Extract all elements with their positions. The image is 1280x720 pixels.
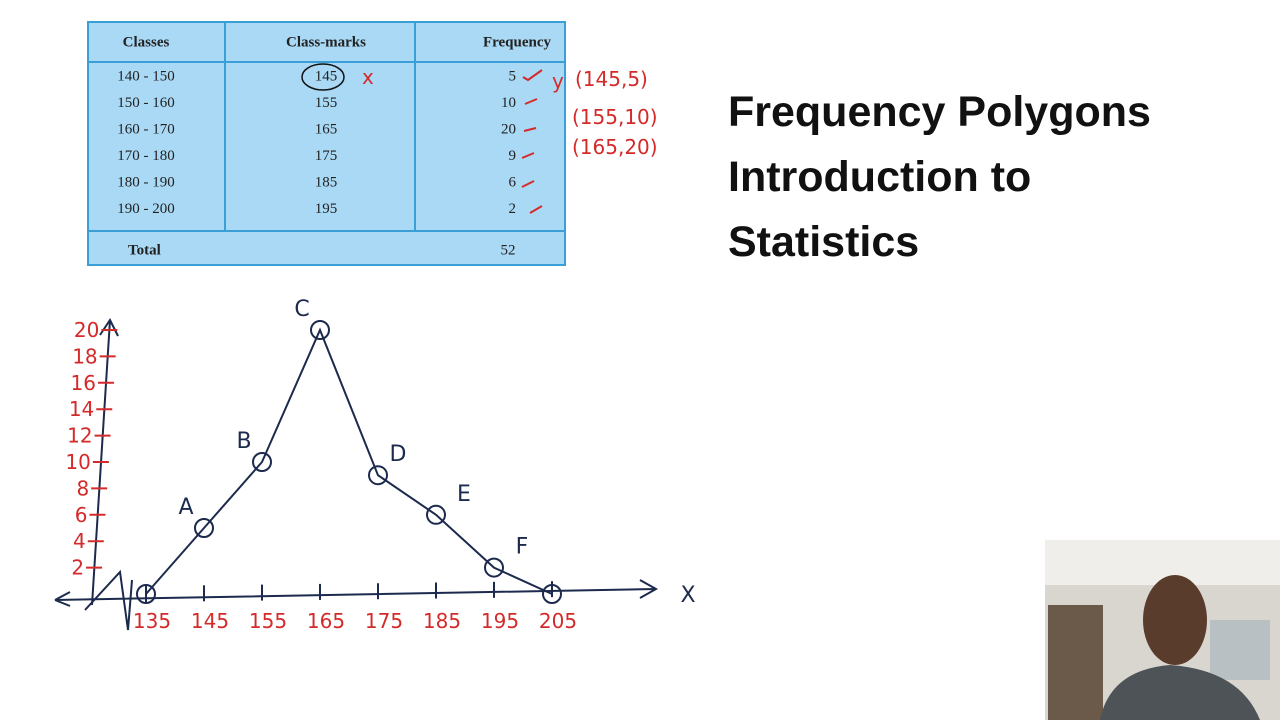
annotation: (165,20): [572, 135, 658, 159]
cell: 185: [315, 174, 338, 190]
x-tick-label: 195: [481, 609, 519, 633]
cell: 190 - 200: [117, 201, 175, 217]
x-tick-label: 135: [133, 609, 171, 633]
circle-mark: [301, 63, 345, 91]
point: [426, 504, 446, 525]
cell: 180 - 190: [117, 174, 175, 190]
header: Classes: [123, 34, 170, 50]
annotation: y: [552, 69, 564, 93]
cell: 140 - 150: [117, 68, 175, 84]
x-axis-label: X: [680, 583, 695, 608]
table: Classes Class-marks Frequency Total 52 1…: [87, 21, 566, 266]
x-tick-label: 155: [249, 609, 287, 633]
cell: 145: [315, 68, 338, 84]
y-tick-label: 14: [69, 397, 94, 421]
total-value: 52: [501, 242, 516, 258]
axes: [54, 318, 659, 631]
cell: 175: [315, 148, 338, 164]
cell: 2: [509, 201, 517, 217]
cell: 6: [509, 174, 517, 190]
point: [252, 452, 272, 472]
y-tick-label: 4: [73, 529, 86, 553]
header: Class-marks: [286, 34, 366, 50]
y-tick-label: 10: [65, 450, 90, 474]
point: [542, 584, 562, 604]
checkmarks: [521, 69, 543, 214]
header: Frequency: [483, 34, 552, 50]
point-label: A: [178, 495, 193, 520]
y-tick-label: 18: [72, 344, 97, 368]
shirt: [1100, 665, 1260, 720]
title: Statistics: [728, 218, 919, 266]
x-tick-label: 205: [539, 609, 577, 633]
total-label: Total: [128, 242, 161, 258]
x-tick-label: 165: [307, 609, 345, 633]
x-tick-label: 175: [365, 609, 403, 633]
title: Introduction to: [728, 153, 1031, 201]
point-label: F: [516, 535, 529, 560]
point-label: D: [390, 442, 407, 467]
cell: 155: [315, 95, 338, 111]
y-tick-label: 16: [71, 371, 96, 395]
point: [368, 465, 388, 486]
cell: 9: [509, 148, 517, 164]
head: [1143, 575, 1207, 665]
point-label: C: [294, 297, 309, 322]
bookshelf: [1048, 605, 1103, 720]
window: [1210, 620, 1270, 680]
y-tick-label: 6: [75, 503, 88, 527]
annotation: (155,10): [572, 105, 658, 129]
point: [310, 320, 330, 340]
webcam: [1045, 540, 1280, 720]
point: [136, 584, 156, 604]
cell: 10: [501, 95, 516, 111]
table-bg: [87, 21, 566, 266]
annotation: (145,5): [575, 67, 648, 91]
cell: 195: [315, 201, 338, 217]
x-tick-label: 145: [191, 609, 229, 633]
point: [484, 557, 504, 578]
y-tick-label: 20: [74, 318, 99, 342]
point-label: B: [236, 429, 251, 454]
cell: 150 - 160: [117, 95, 175, 111]
ceiling: [1045, 540, 1280, 585]
x-tick-label: 185: [423, 609, 461, 633]
y-tick-label: 12: [67, 424, 92, 448]
title: Frequency Polygons: [728, 88, 1151, 136]
annotation: x: [362, 65, 374, 89]
cell: 160 - 170: [117, 121, 175, 137]
y-tick-label: 8: [76, 476, 89, 500]
cell: 170 - 180: [117, 148, 175, 164]
point: [194, 518, 214, 538]
cell: 5: [509, 68, 517, 84]
point-label: E: [457, 482, 471, 507]
cell: 165: [315, 121, 338, 137]
y-tick-label: 2: [71, 556, 84, 580]
polygon-line: [145, 327, 553, 595]
cell: 20: [501, 121, 516, 137]
